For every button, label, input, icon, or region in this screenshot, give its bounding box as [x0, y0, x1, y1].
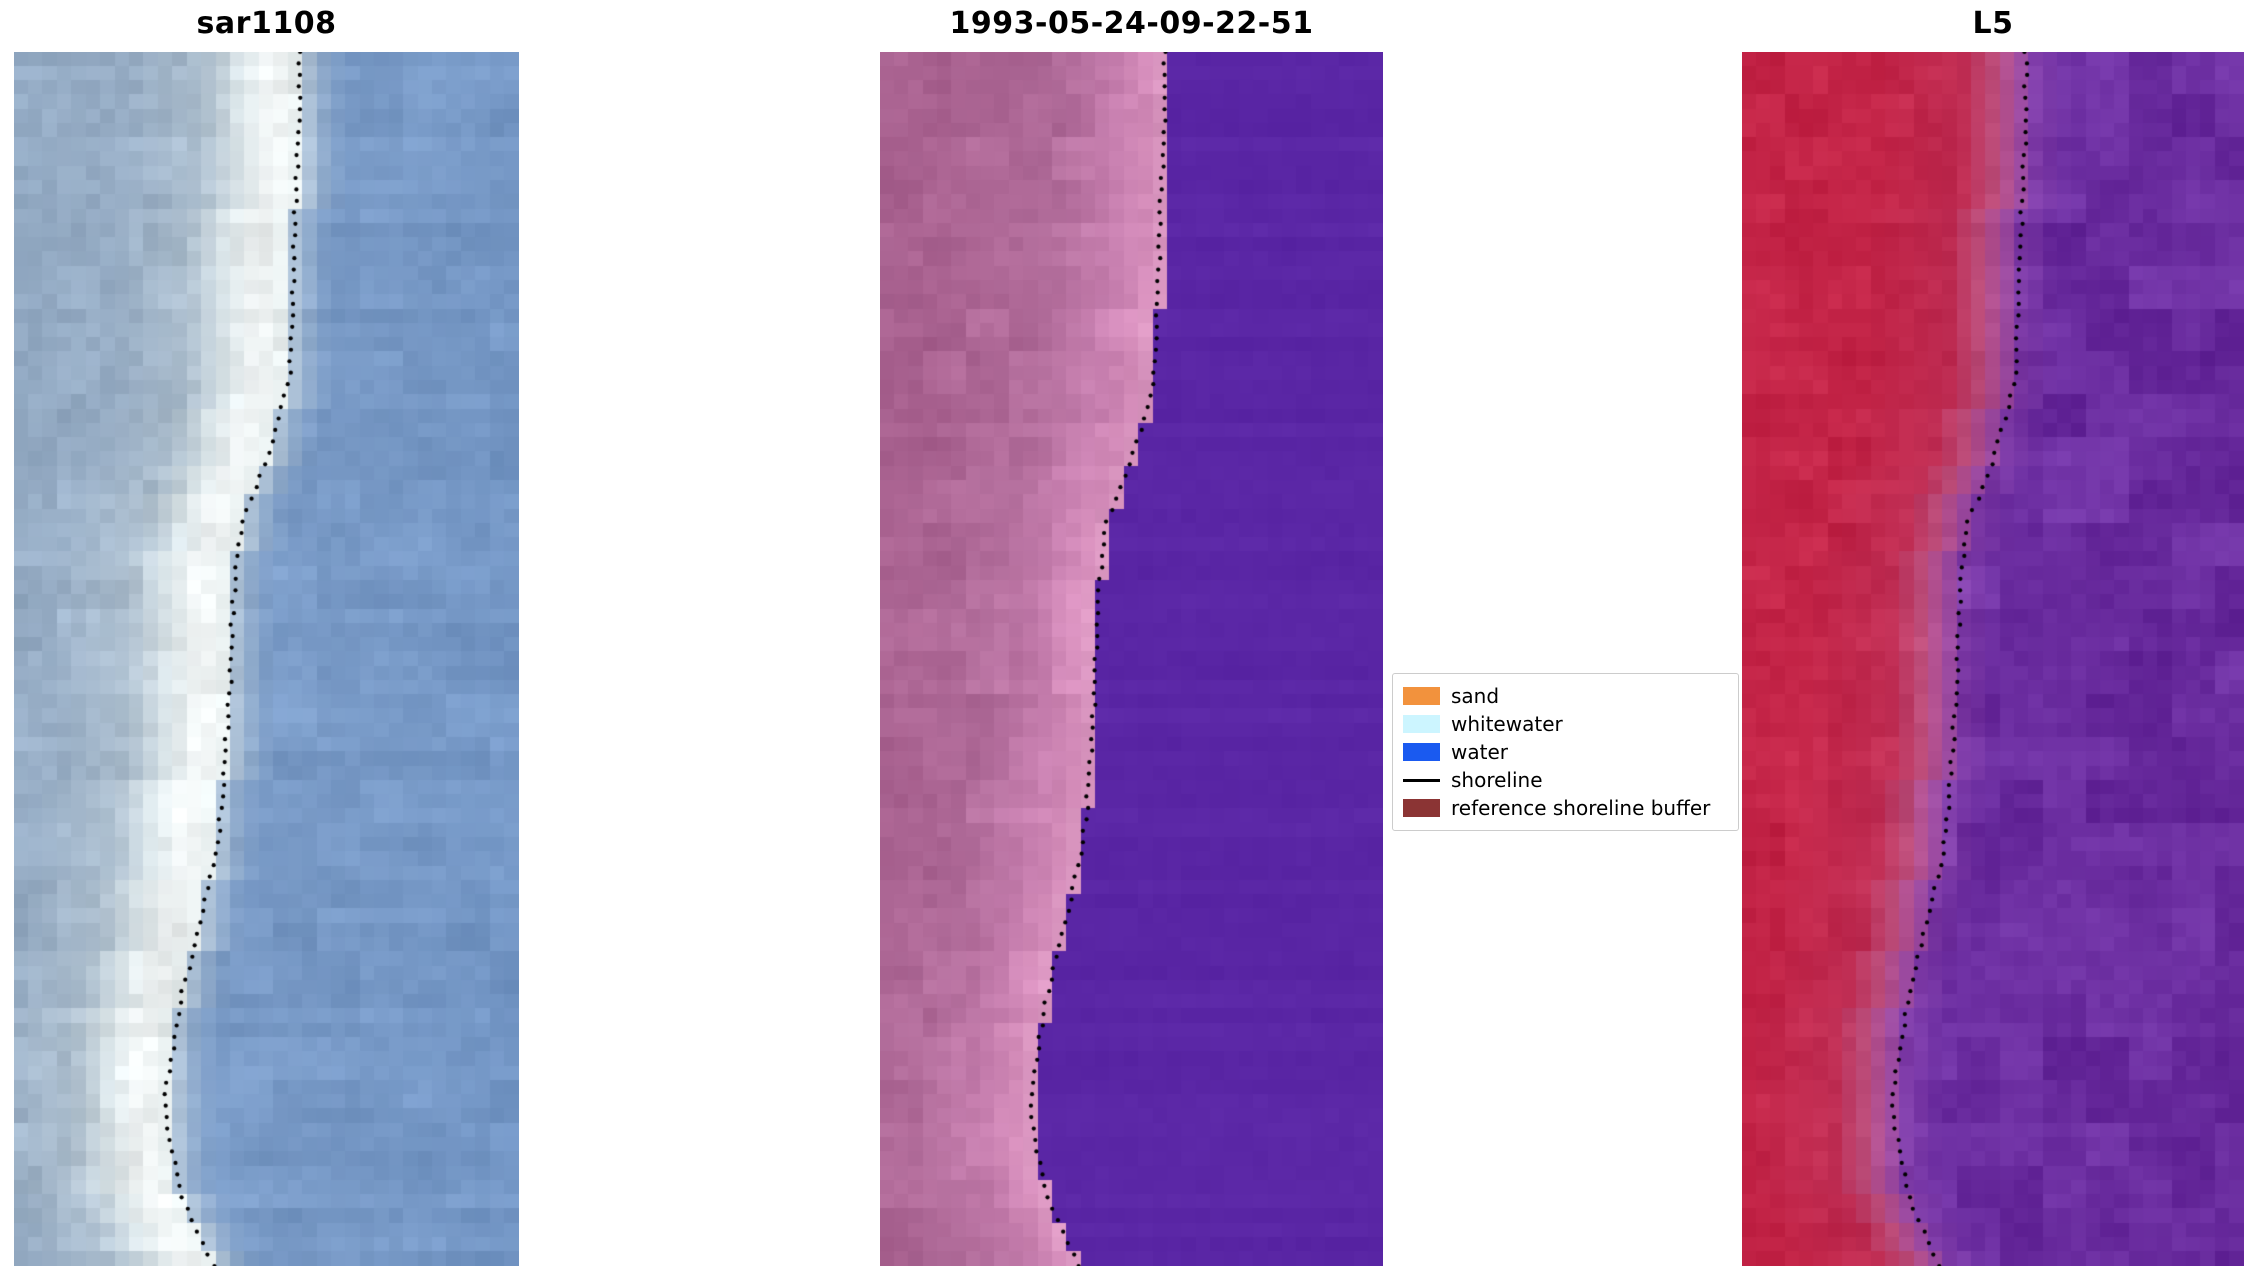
legend-label: sand	[1451, 684, 1500, 708]
panel-image-sar1108	[14, 52, 519, 1266]
legend-item-reference-shoreline-buffer: reference shoreline buffer	[1403, 794, 1728, 822]
panel-title-l5: L5	[1972, 6, 2014, 41]
legend-color-swatch	[1403, 799, 1440, 817]
legend-item-shoreline: shoreline	[1403, 766, 1728, 794]
legend-label: shoreline	[1451, 768, 1543, 792]
legend-color-swatch	[1403, 687, 1440, 705]
panel-title-sar1108: sar1108	[196, 6, 337, 41]
legend: sand whitewater water shoreline reference sh…	[1392, 673, 1739, 831]
legend-color-swatch	[1403, 715, 1440, 733]
panel-image-l5	[1742, 52, 2244, 1266]
panel-image-classified	[880, 52, 1383, 1266]
legend-label: reference shoreline buffer	[1451, 796, 1711, 820]
legend-line-swatch	[1403, 771, 1440, 789]
legend-label: whitewater	[1451, 712, 1563, 736]
legend-item-whitewater: whitewater	[1403, 710, 1728, 738]
panel-title-timestamp: 1993-05-24-09-22-51	[949, 6, 1314, 41]
legend-item-water: water	[1403, 738, 1728, 766]
legend-item-sand: sand	[1403, 682, 1728, 710]
legend-label: water	[1451, 740, 1508, 764]
legend-color-swatch	[1403, 743, 1440, 761]
